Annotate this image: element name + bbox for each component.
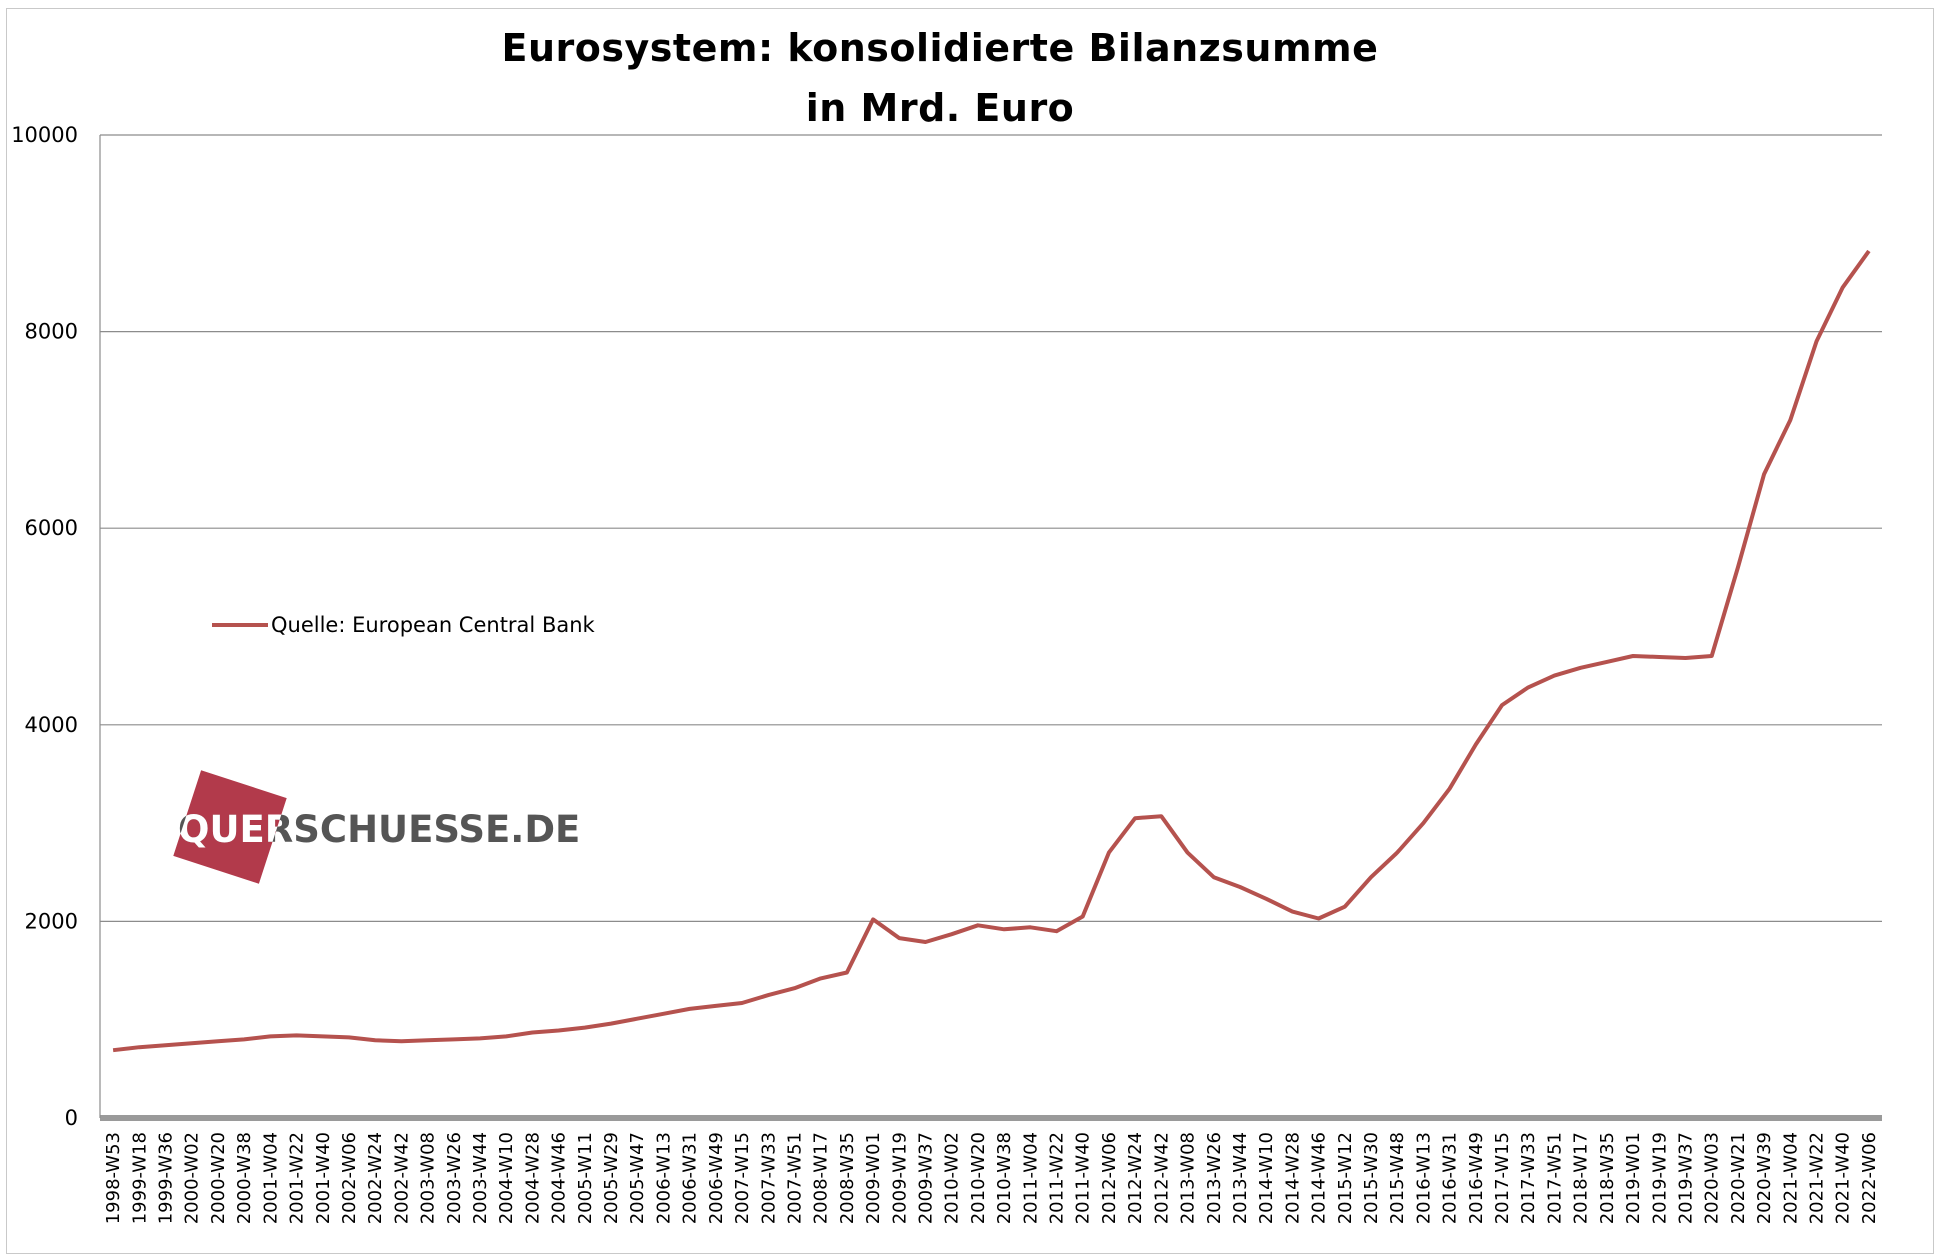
x-tick-label: 2010-W20: [968, 1132, 989, 1224]
x-tick-label: 2017-W33: [1518, 1132, 1539, 1224]
chart-subtitle: in Mrd. Euro: [805, 86, 1075, 130]
x-tick-label: 2010-W38: [994, 1132, 1015, 1224]
x-tick-label: 2003-W44: [470, 1132, 491, 1224]
x-tick-label: 2001-W22: [287, 1132, 308, 1224]
x-tick-label: 2009-W01: [863, 1132, 884, 1224]
x-tick-label: 2019-W37: [1675, 1132, 1696, 1224]
x-tick-label: 2013-W26: [1204, 1132, 1225, 1224]
x-tick-label: 2021-W40: [1833, 1132, 1854, 1224]
x-tick-label: 2016-W31: [1440, 1132, 1461, 1224]
x-tick-label: 2013-W08: [1178, 1132, 1199, 1224]
x-tick-label: 2004-W10: [496, 1132, 517, 1224]
y-tick-label: 4000: [25, 713, 78, 737]
x-tick-label: 2017-W15: [1492, 1132, 1513, 1224]
x-tick-label: 2001-W40: [313, 1132, 334, 1224]
x-tick-label: 2014-W10: [1256, 1132, 1277, 1224]
x-tick-label: 2011-W40: [1073, 1132, 1094, 1224]
series-line: [112, 249, 1871, 1053]
x-tick-label: 2005-W11: [575, 1132, 596, 1224]
x-tick-label: 2002-W24: [365, 1132, 386, 1224]
y-tick-label: 8000: [25, 320, 78, 344]
y-tick-label: 0: [65, 1106, 78, 1130]
x-tick-label: 2020-W03: [1702, 1132, 1723, 1224]
logo-watermark: QUERSCHUESSE.DE QUERSCHUESSE.DE: [173, 770, 580, 884]
x-tick-label: 2017-W51: [1544, 1132, 1565, 1224]
x-tick-label: 2002-W42: [391, 1132, 412, 1224]
x-tick-label: 1999-W18: [129, 1132, 150, 1224]
chart-frame: [6, 8, 1934, 1254]
x-tick-label: 2000-W02: [182, 1132, 203, 1224]
x-tick-label: 2012-W06: [1099, 1132, 1120, 1224]
x-tick-label: 2006-W31: [680, 1132, 701, 1224]
x-tick-label: 2012-W24: [1125, 1132, 1146, 1224]
x-tick-label: 2000-W20: [208, 1132, 229, 1224]
x-tick-label: 2015-W48: [1387, 1132, 1408, 1224]
grid-lines: [99, 134, 1882, 1121]
x-tick-label: 2007-W15: [732, 1132, 753, 1224]
legend: Quelle: European Central Bank: [212, 613, 596, 637]
x-tick-label: 2016-W49: [1466, 1132, 1487, 1224]
x-tick-label: 2013-W44: [1230, 1132, 1251, 1224]
x-tick-label: 2005-W47: [627, 1132, 648, 1224]
logo-text-overlay: QUERSCHUESSE.DE: [178, 808, 580, 851]
x-tick-label: 2015-W12: [1335, 1132, 1356, 1224]
x-tick-label: 2022-W06: [1859, 1132, 1880, 1224]
chart-title: Eurosystem: konsolidierte Bilanzsumme: [501, 26, 1379, 70]
x-tick-label: 2020-W39: [1754, 1132, 1775, 1224]
x-tick-label: 2005-W29: [601, 1132, 622, 1224]
y-axis-ticks: 0 2000 4000 6000 8000 10000: [11, 123, 78, 1130]
x-tick-label: 2020-W21: [1728, 1132, 1749, 1224]
y-tick-label: 6000: [25, 516, 78, 540]
x-tick-label: 2011-W04: [1020, 1132, 1041, 1224]
x-tick-label: 2012-W42: [1151, 1132, 1172, 1224]
x-tick-label: 2021-W04: [1780, 1132, 1801, 1224]
x-tick-label: 2002-W06: [339, 1132, 360, 1224]
x-tick-label: 2014-W28: [1282, 1132, 1303, 1224]
x-axis-ticks: 1998-W53 1999-W18 1999-W36 2000-W02 2000-W20…: [103, 1132, 1880, 1224]
x-tick-label: 2019-W01: [1623, 1132, 1644, 1224]
x-tick-label: 2019-W19: [1649, 1132, 1670, 1224]
x-tick-label: 2003-W26: [444, 1132, 465, 1224]
x-tick-label: 2009-W19: [889, 1132, 910, 1224]
x-tick-label: 2004-W28: [522, 1132, 543, 1224]
y-tick-label: 10000: [11, 123, 78, 147]
x-tick-label: 2007-W51: [784, 1132, 805, 1224]
logo-square: [173, 770, 287, 884]
logo-text: QUERSCHUESSE.DE: [178, 808, 580, 851]
x-tick-label: 2011-W22: [1047, 1132, 1068, 1224]
x-tick-label: 2010-W02: [942, 1132, 963, 1224]
y-tick-label: 2000: [25, 909, 78, 933]
x-tick-label: 2018-W17: [1571, 1132, 1592, 1224]
x-tick-label: 2009-W37: [915, 1132, 936, 1224]
x-tick-label: 2003-W08: [418, 1132, 439, 1224]
x-tick-label: 2015-W30: [1361, 1132, 1382, 1224]
x-tick-label: 2006-W49: [706, 1132, 727, 1224]
x-tick-label: 2000-W38: [234, 1132, 255, 1224]
x-tick-label: 1998-W53: [103, 1132, 124, 1224]
x-tick-label: 2008-W35: [837, 1132, 858, 1224]
x-tick-label: 2006-W13: [653, 1132, 674, 1224]
x-tick-label: 2016-W13: [1413, 1132, 1434, 1224]
x-tick-label: 2007-W33: [758, 1132, 779, 1224]
legend-label: Quelle: European Central Bank: [271, 613, 596, 637]
x-tick-label: 2018-W35: [1597, 1132, 1618, 1224]
x-tick-label: 1999-W36: [156, 1132, 177, 1224]
x-tick-label: 2014-W46: [1309, 1132, 1330, 1224]
x-tick-label: 2004-W46: [549, 1132, 570, 1224]
x-tick-label: 2021-W22: [1806, 1132, 1827, 1224]
x-tick-label: 2001-W04: [260, 1132, 281, 1224]
x-tick-label: 2008-W17: [811, 1132, 832, 1224]
